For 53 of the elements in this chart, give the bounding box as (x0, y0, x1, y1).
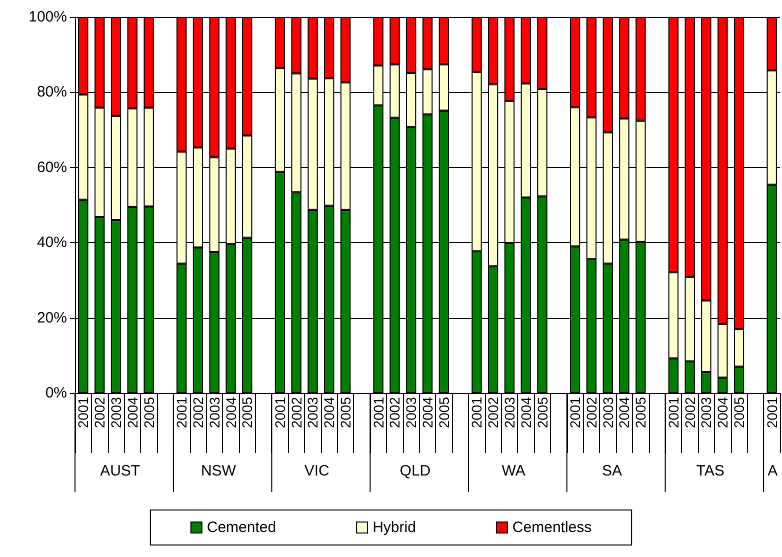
y-tick-label: 40% (36, 234, 67, 252)
x-tick-label: 2004 (518, 396, 534, 428)
text: TAS (696, 462, 724, 480)
text: QLD (400, 462, 431, 480)
x-tick-label: 2003 (698, 396, 714, 428)
x-tick-label: 2004 (124, 396, 140, 428)
x-tick-label: 2003 (108, 396, 124, 428)
x-tick-label: 2001 (75, 396, 92, 428)
x-tick-label: 2001 (272, 396, 288, 428)
x-tick-label: 2005 (534, 396, 550, 428)
y-tick-label: 60% (36, 158, 67, 176)
x-tick-label: 2002 (583, 396, 600, 428)
text: NSW (200, 462, 237, 480)
x-tick-label: 2002 (485, 396, 502, 428)
x-tick-label: 2002 (190, 396, 206, 428)
x-tick-label: 2001 (468, 396, 485, 428)
legend-label: Hybrid (372, 519, 416, 536)
x-tick-label: 2003 (600, 396, 616, 428)
y-tick-label: 100% (28, 8, 67, 26)
x-tick-label: 2003 (403, 396, 420, 428)
x-tick-label: 2001 (174, 396, 190, 428)
x-tick-label: 2001 (567, 396, 584, 428)
x-tick-label: 2005 (731, 396, 748, 428)
x-tick-label: 2002 (288, 396, 304, 428)
x-tick-label: 2002 (386, 396, 403, 428)
y-tick-label: 0% (45, 384, 67, 402)
legend-label: Cemented (206, 519, 276, 536)
x-tick-label: 2005 (632, 396, 649, 428)
x-tick-label: 2002 (92, 396, 108, 428)
x-tick-label: 2004 (321, 396, 338, 428)
x-tick-label: 2004 (222, 396, 239, 428)
text: VIC (304, 462, 330, 480)
x-tick-label: 2005 (140, 396, 157, 428)
legend-label: Cementless (512, 519, 592, 536)
x-tick-label: 2003 (304, 396, 321, 428)
x-tick-label: 2005 (338, 396, 354, 428)
x-tick-label: 2003 (501, 396, 518, 428)
x-tick-label: 2001 (665, 396, 682, 428)
x-tick-label: 2004 (616, 396, 632, 428)
x-tick-label: 2003 (206, 396, 222, 428)
x-tick-label: 2004 (714, 396, 731, 428)
y-tick-label: 80% (36, 84, 67, 101)
x-tick-label: 2002 (682, 396, 698, 428)
text: AUST (100, 462, 140, 480)
x-tick-label: 2005 (239, 396, 256, 428)
x-tick-label: 2001 (370, 396, 386, 428)
y-tick-label: 20% (36, 309, 67, 326)
text: WA (502, 462, 526, 480)
x-tick-label: 2004 (420, 396, 436, 428)
text: SA (602, 462, 622, 480)
text: A (768, 462, 778, 480)
x-tick-label: 2005 (436, 396, 452, 428)
x-tick-label: 2001 (764, 396, 780, 428)
